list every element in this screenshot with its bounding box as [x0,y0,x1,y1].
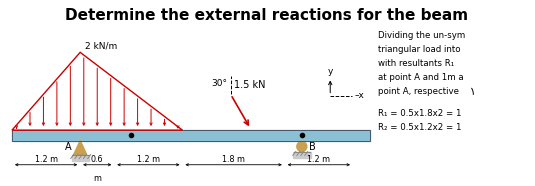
Text: at point A and 1m a: at point A and 1m a [378,73,464,82]
Text: –x: –x [354,91,364,100]
Text: 1.2 m: 1.2 m [35,155,58,164]
Text: R₁ = 0.5x1.8x2 = 1: R₁ = 0.5x1.8x2 = 1 [378,109,462,118]
Text: B: B [309,142,316,152]
Text: A: A [65,142,72,152]
Bar [12,130,370,141]
Text: with resultants R₁: with resultants R₁ [378,59,454,68]
Text: m: m [93,174,101,183]
Text: 1.8 m: 1.8 m [222,155,245,164]
Text: 1.5 kN: 1.5 kN [234,80,265,90]
Bar [72,155,89,161]
Text: 1.2 m: 1.2 m [307,155,331,164]
Text: 0.6: 0.6 [91,155,103,164]
Text: triangular load into: triangular load into [378,45,461,54]
Text: Dividing the un-sym: Dividing the un-sym [378,31,465,40]
Text: y: y [327,67,333,76]
Text: 2 kN/m: 2 kN/m [85,41,118,50]
Bar [293,152,311,158]
Polygon shape [74,141,87,155]
Text: R₂ = 0.5x1.2x2 = 1: R₂ = 0.5x1.2x2 = 1 [378,123,462,132]
Text: 30°: 30° [212,79,228,88]
Text: Determine the external reactions for the beam: Determine the external reactions for the… [65,8,469,23]
Text: 1.2 m: 1.2 m [137,155,160,164]
Bar [12,130,370,141]
Text: point A, respective: point A, respective [378,87,459,96]
Circle shape [297,142,307,152]
